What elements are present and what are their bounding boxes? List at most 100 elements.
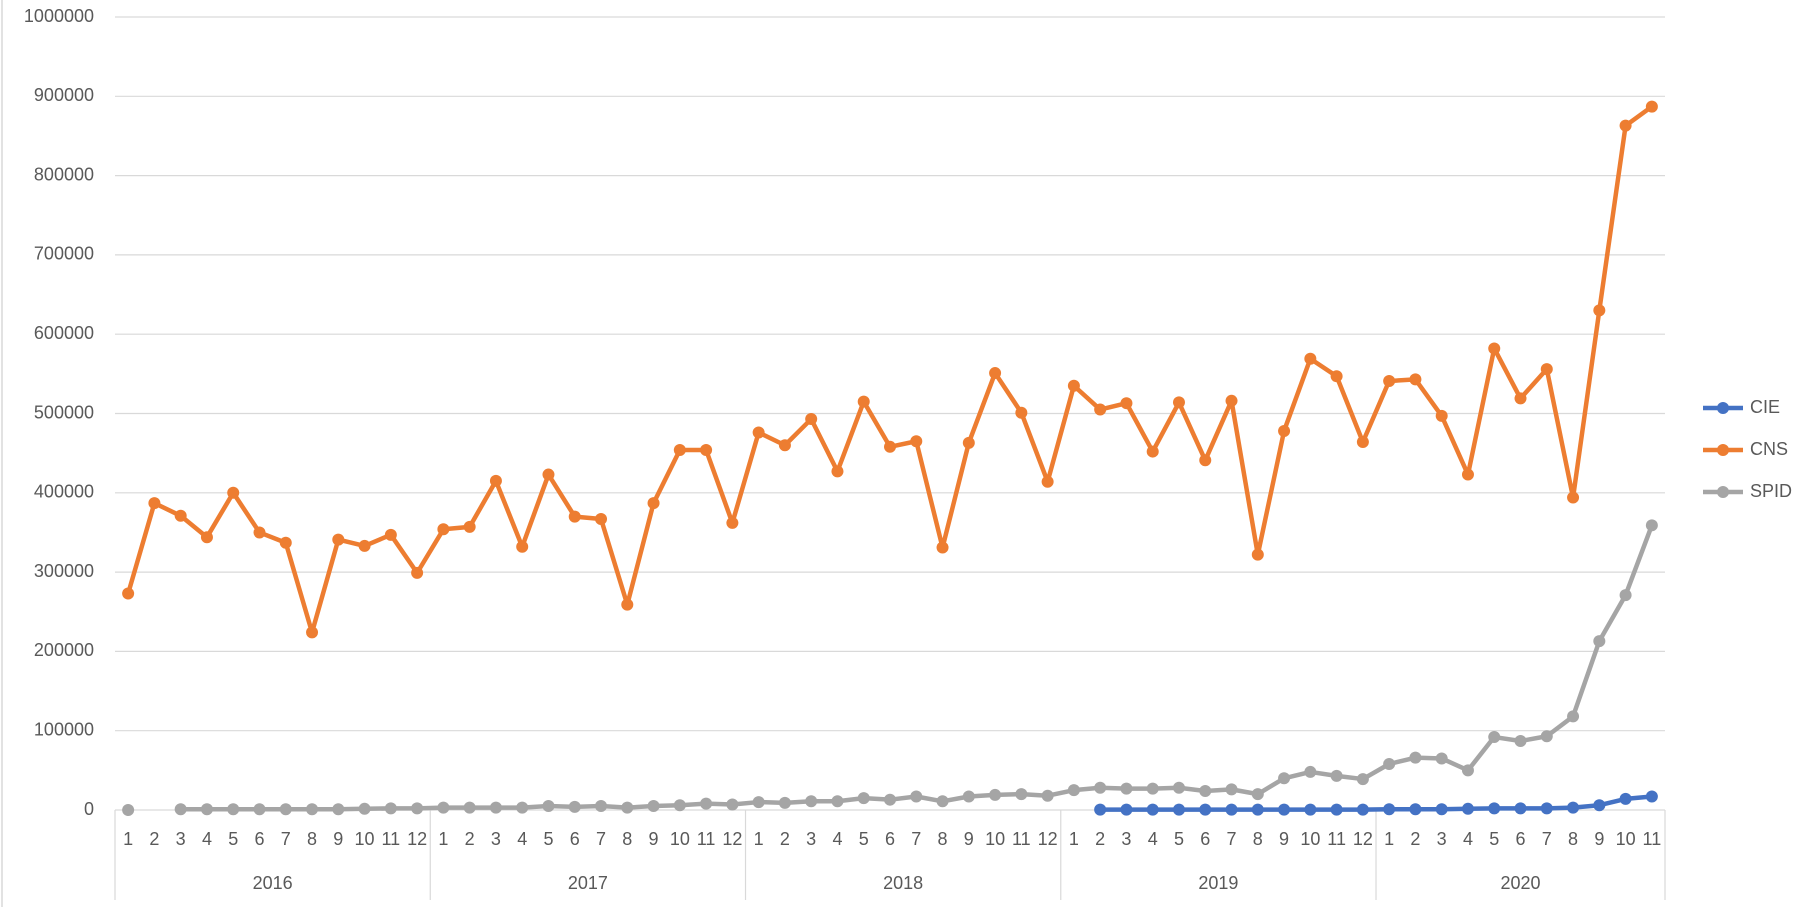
legend-marker <box>1717 402 1729 414</box>
legend-marker <box>1717 444 1729 456</box>
x-tick-label: 4 <box>202 829 212 849</box>
data-point <box>910 790 923 803</box>
data-point <box>1067 784 1080 797</box>
data-point <box>1120 782 1133 795</box>
data-point <box>1567 491 1580 504</box>
data-point <box>332 803 345 816</box>
data-point <box>1304 765 1317 778</box>
data-point <box>1199 454 1212 467</box>
data-point <box>1251 803 1264 816</box>
x-tick-label: 4 <box>832 829 842 849</box>
x-tick-label: 10 <box>670 829 690 849</box>
data-point <box>1251 548 1264 561</box>
data-point <box>1356 803 1369 816</box>
data-point <box>989 788 1002 801</box>
data-point <box>962 436 975 449</box>
data-point <box>1225 783 1238 796</box>
x-tick-label: 7 <box>596 829 606 849</box>
series-line <box>1100 794 1653 812</box>
data-point <box>1120 397 1133 410</box>
data-point <box>1593 635 1606 648</box>
x-tick-label: 7 <box>911 829 921 849</box>
x-tick-label: 4 <box>517 829 527 849</box>
x-tick-label: 12 <box>722 829 742 849</box>
x-tick-label: 3 <box>176 829 186 849</box>
data-point <box>1172 781 1185 794</box>
data-point <box>1645 100 1658 113</box>
data-point <box>568 510 581 523</box>
data-point <box>989 367 1002 380</box>
x-tick-label: 6 <box>570 829 580 849</box>
data-point <box>884 793 896 806</box>
data-point <box>673 443 686 456</box>
x-tick-label: 8 <box>938 829 948 849</box>
data-point <box>1619 792 1632 805</box>
x-tick-label: 11 <box>382 829 401 849</box>
x-tick-label: 9 <box>964 829 974 849</box>
data-point <box>621 801 634 814</box>
data-point <box>1251 788 1264 801</box>
data-point <box>595 512 608 525</box>
data-point <box>516 801 529 814</box>
x-tick-label: 10 <box>985 829 1005 849</box>
data-point <box>805 795 818 808</box>
data-point <box>1383 758 1396 771</box>
data-point <box>1067 379 1080 392</box>
data-point <box>673 799 686 812</box>
data-point <box>1461 802 1474 815</box>
data-point <box>148 497 161 510</box>
data-point <box>831 465 844 478</box>
x-tick-label: 6 <box>1200 829 1210 849</box>
data-point <box>1645 790 1658 803</box>
x-tick-label: 5 <box>1489 829 1499 849</box>
x-tick-label: 11 <box>697 829 716 849</box>
data-point <box>1383 374 1396 387</box>
x-tick-label: 10 <box>1616 829 1636 849</box>
data-point <box>1540 730 1553 743</box>
data-point <box>726 798 739 811</box>
data-point <box>1278 803 1291 816</box>
data-point <box>1435 752 1448 765</box>
x-tick-label: 11 <box>1327 829 1346 849</box>
data-point <box>1146 803 1159 816</box>
x-tick-label: 9 <box>1279 829 1289 849</box>
data-point <box>1094 803 1107 816</box>
data-point <box>1041 789 1054 802</box>
data-point <box>1514 802 1527 815</box>
x-group-label: 2017 <box>568 873 608 893</box>
x-tick-label: 2 <box>780 829 790 849</box>
data-point <box>122 804 135 816</box>
x-tick-label: 6 <box>885 829 895 849</box>
data-point <box>1278 424 1291 437</box>
data-point <box>1356 436 1369 449</box>
data-point <box>1435 803 1448 816</box>
x-tick-label: 1 <box>123 829 133 849</box>
x-tick-label: 9 <box>333 829 343 849</box>
x-tick-label: 10 <box>1300 829 1320 849</box>
x-tick-label: 9 <box>1594 829 1604 849</box>
data-point <box>1619 119 1632 132</box>
data-point <box>1435 409 1448 422</box>
x-tick-label: 3 <box>806 829 816 849</box>
data-point <box>1330 803 1343 816</box>
x-tick-label: 7 <box>1227 829 1237 849</box>
data-point <box>411 566 424 579</box>
y-tick-label: 600000 <box>34 323 94 343</box>
data-point <box>1461 764 1474 777</box>
data-point <box>306 626 319 639</box>
data-point <box>1593 304 1606 317</box>
data-point <box>1330 769 1343 782</box>
data-point <box>489 801 502 814</box>
data-point <box>752 796 765 809</box>
data-point <box>332 533 345 546</box>
data-point <box>1593 799 1606 812</box>
data-point <box>437 801 450 814</box>
data-point <box>1619 589 1632 602</box>
x-tick-label: 4 <box>1463 829 1473 849</box>
data-point <box>1567 710 1580 723</box>
data-point <box>857 395 870 408</box>
data-point <box>1120 803 1133 816</box>
data-point <box>1199 784 1212 797</box>
x-tick-label: 6 <box>1516 829 1526 849</box>
y-tick-label: 900000 <box>34 85 94 105</box>
